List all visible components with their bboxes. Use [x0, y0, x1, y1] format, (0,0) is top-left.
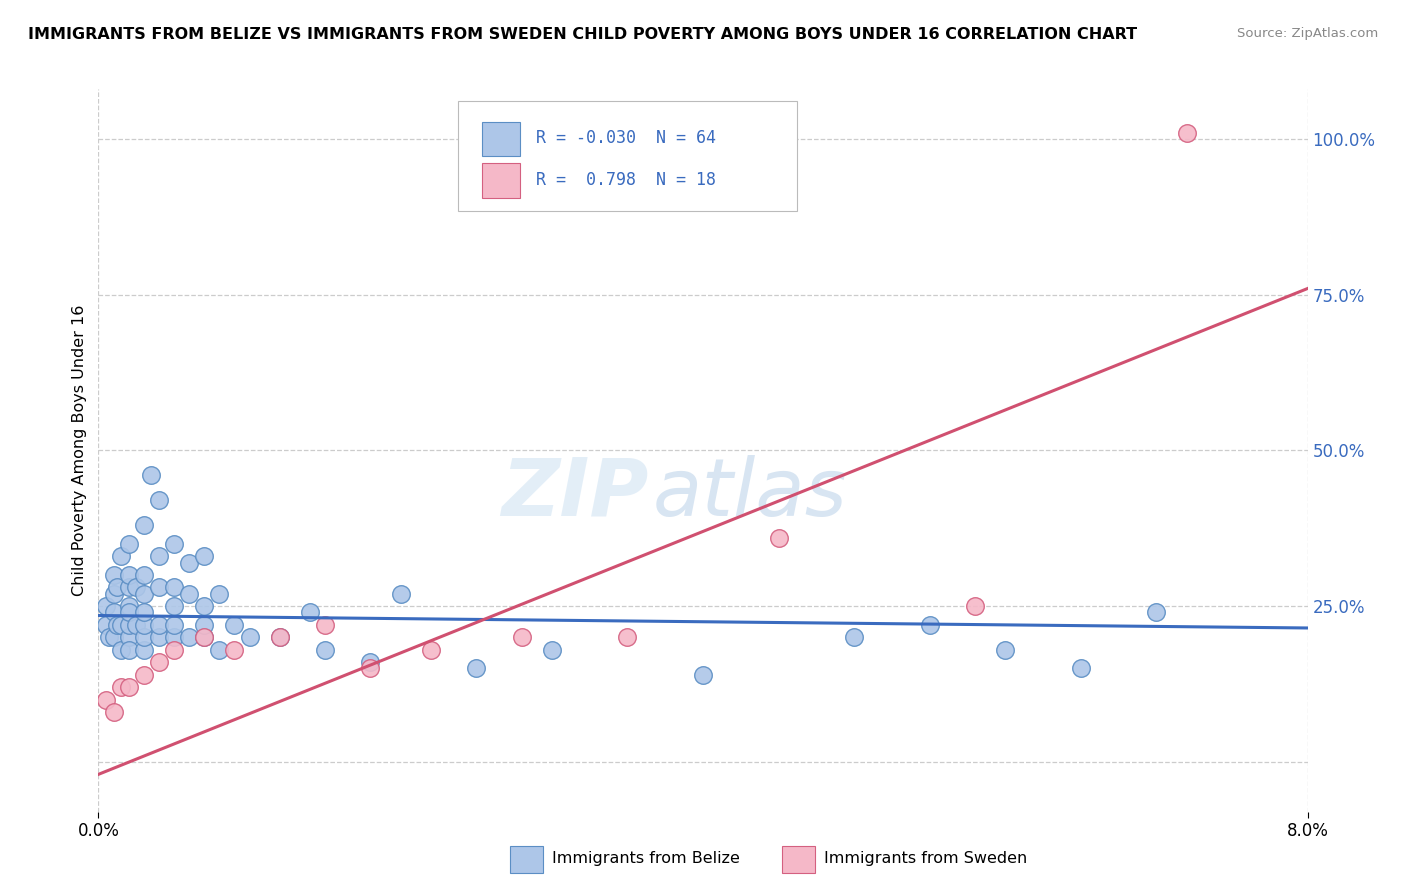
Text: Immigrants from Belize: Immigrants from Belize — [551, 851, 740, 866]
Point — [193, 630, 215, 644]
Point — [994, 642, 1017, 657]
Point — [148, 630, 170, 644]
Point — [163, 537, 186, 551]
Point — [163, 630, 186, 644]
Point — [103, 630, 125, 644]
FancyBboxPatch shape — [482, 163, 520, 198]
Point — [118, 680, 141, 694]
Point — [269, 630, 291, 644]
Text: atlas: atlas — [652, 455, 846, 533]
Point — [118, 581, 141, 595]
Point — [132, 630, 155, 644]
Point — [125, 618, 148, 632]
Text: Source: ZipAtlas.com: Source: ZipAtlas.com — [1237, 27, 1378, 40]
Point — [110, 680, 132, 694]
Point — [118, 618, 141, 632]
Point — [148, 581, 170, 595]
Point — [465, 661, 488, 675]
Point — [299, 606, 322, 620]
Point — [148, 618, 170, 632]
Point — [314, 618, 336, 632]
Point — [118, 606, 141, 620]
Point — [105, 581, 128, 595]
Point — [208, 587, 231, 601]
Point — [193, 630, 215, 644]
Point — [389, 587, 412, 601]
Point — [193, 618, 215, 632]
Point — [692, 667, 714, 681]
Point — [132, 642, 155, 657]
Point — [110, 618, 132, 632]
Text: IMMIGRANTS FROM BELIZE VS IMMIGRANTS FROM SWEDEN CHILD POVERTY AMONG BOYS UNDER : IMMIGRANTS FROM BELIZE VS IMMIGRANTS FRO… — [28, 27, 1137, 42]
Point — [510, 630, 533, 644]
Point — [314, 642, 336, 657]
Point — [1070, 661, 1092, 675]
Point — [163, 599, 186, 614]
Point — [94, 692, 117, 706]
Point — [1146, 606, 1168, 620]
Point — [148, 655, 170, 669]
Point — [193, 599, 215, 614]
Point — [965, 599, 987, 614]
Point — [420, 642, 443, 657]
Point — [239, 630, 262, 644]
Point — [118, 537, 141, 551]
Point — [768, 531, 790, 545]
Point — [540, 642, 562, 657]
Point — [132, 667, 155, 681]
Point — [360, 661, 382, 675]
Point — [103, 587, 125, 601]
Text: R = -0.030  N = 64: R = -0.030 N = 64 — [536, 128, 716, 146]
FancyBboxPatch shape — [509, 846, 543, 873]
Point — [179, 630, 201, 644]
Point — [1175, 126, 1198, 140]
Point — [148, 549, 170, 564]
Point — [110, 549, 132, 564]
FancyBboxPatch shape — [482, 121, 520, 156]
Point — [105, 618, 128, 632]
Point — [224, 618, 246, 632]
Point — [103, 705, 125, 719]
Point — [132, 606, 155, 620]
Point — [844, 630, 866, 644]
Point — [224, 642, 246, 657]
Point — [141, 468, 163, 483]
Point — [208, 642, 231, 657]
Text: R =  0.798  N = 18: R = 0.798 N = 18 — [536, 170, 716, 188]
Point — [193, 549, 215, 564]
Point — [94, 599, 117, 614]
Point — [148, 493, 170, 508]
Point — [163, 618, 186, 632]
Y-axis label: Child Poverty Among Boys Under 16: Child Poverty Among Boys Under 16 — [72, 305, 87, 596]
Point — [179, 556, 201, 570]
Point — [98, 630, 121, 644]
FancyBboxPatch shape — [457, 102, 797, 211]
FancyBboxPatch shape — [782, 846, 815, 873]
Point — [179, 587, 201, 601]
Point — [118, 630, 141, 644]
Point — [132, 587, 155, 601]
Point — [103, 568, 125, 582]
Point — [132, 618, 155, 632]
Point — [163, 642, 186, 657]
Text: Immigrants from Sweden: Immigrants from Sweden — [824, 851, 1028, 866]
Point — [94, 618, 117, 632]
Text: ZIP: ZIP — [501, 455, 648, 533]
Point — [269, 630, 291, 644]
Point — [360, 655, 382, 669]
Point — [103, 606, 125, 620]
Point — [918, 618, 941, 632]
Point — [132, 568, 155, 582]
Point — [110, 642, 132, 657]
Point — [163, 581, 186, 595]
Point — [616, 630, 638, 644]
Point — [125, 581, 148, 595]
Point — [118, 568, 141, 582]
Point — [118, 599, 141, 614]
Point — [132, 518, 155, 533]
Point — [118, 642, 141, 657]
